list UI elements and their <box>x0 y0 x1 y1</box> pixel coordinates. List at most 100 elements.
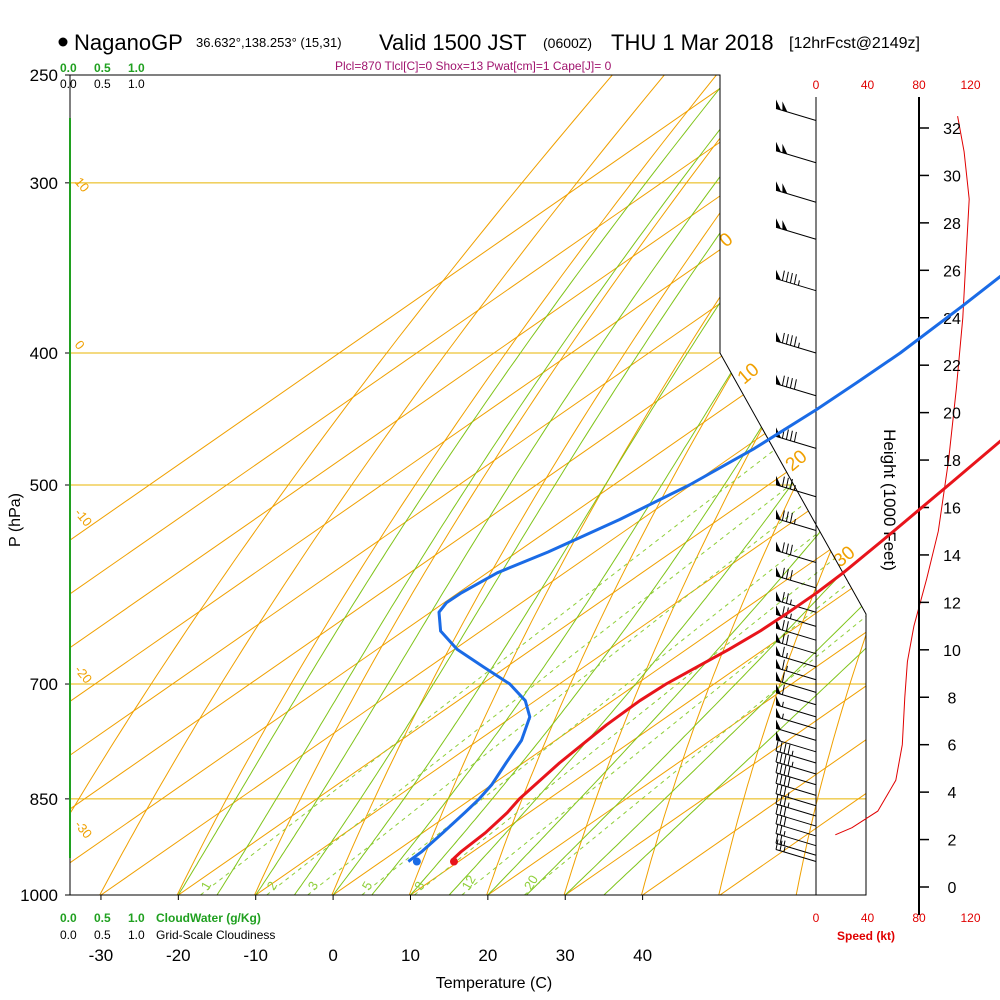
wind-barb-feather <box>783 796 787 807</box>
wind-barb-feather <box>781 476 785 487</box>
wind-barb-half-feather <box>797 342 800 348</box>
wind-barb-staff <box>775 575 817 589</box>
wind-barb-feather <box>775 773 779 784</box>
wind-barb-half-feather <box>793 485 796 491</box>
wind-barb-half-feather <box>797 280 800 286</box>
mixing-ratio-line <box>200 352 866 895</box>
wind-barb-feather <box>779 834 783 845</box>
wind-barb <box>775 773 817 796</box>
moist-adiabat-line <box>177 75 731 895</box>
wind-barb-staff <box>775 641 817 655</box>
cloudwater-tick-1-bottom: 0.5 <box>94 911 111 925</box>
header: NaganoGP 36.632°,138.253° (15,31) Valid … <box>58 30 920 73</box>
dry-adiabat-line <box>795 75 866 895</box>
wind-barb-staff <box>775 679 817 693</box>
mixing-ratio-line <box>461 352 866 895</box>
temperature-tick-label: 40 <box>633 946 652 965</box>
wind-barb-pennant <box>776 658 781 670</box>
wind-barb-staff <box>775 627 817 641</box>
wind-barb <box>775 218 817 240</box>
dry-adiabat-label: -20 <box>72 662 96 686</box>
wind-barb <box>775 793 817 817</box>
wind-barb-staff <box>775 340 817 354</box>
wind-barb-half-feather <box>783 830 786 837</box>
wind-barb-feather <box>789 335 793 346</box>
wind-barb <box>775 719 817 741</box>
cloudwater-tick-2-top: 1.0 <box>128 61 145 75</box>
wind-barb <box>775 632 817 655</box>
mixing-ratio-label: 12 <box>459 872 479 892</box>
wind-barb-feather <box>793 379 797 390</box>
wind-barb-staff <box>775 550 817 563</box>
moist-adiabat-line <box>448 75 866 895</box>
wind-barb <box>775 141 817 164</box>
wind-barb-pennant <box>776 332 781 343</box>
wind-barb-feather <box>775 803 779 815</box>
height-tick-label: 14 <box>943 548 961 565</box>
wind-barb-feather <box>779 824 783 835</box>
wind-barb-pennant <box>776 269 781 281</box>
wind-barb-staff <box>775 727 817 741</box>
wind-barb-staff <box>775 435 817 449</box>
wind-barb-pennant <box>782 220 788 231</box>
wind-barb-pennant <box>776 218 781 229</box>
cloudiness-tick-2-top: 1.0 <box>128 77 145 91</box>
wind-barb-pennant <box>776 509 781 520</box>
isotherm-line <box>332 75 866 895</box>
wind-barb-feather <box>785 334 789 345</box>
mixing-ratio-label: 1 <box>198 879 215 893</box>
temperature-line <box>452 439 1000 862</box>
wind-barb-half-feather <box>781 713 784 719</box>
moist-adiabat-line <box>255 75 797 895</box>
mixing-ratio-line <box>266 352 866 895</box>
mixing-ratio-label: 20 <box>521 872 541 892</box>
wind-barb-pennant <box>776 99 781 110</box>
cloudwater-tick-0-bottom: 0.0 <box>60 911 77 925</box>
wind-barb-feather <box>783 786 787 797</box>
forecast-label: [12hrFcst@2149z] <box>789 35 920 52</box>
temperature-tick-label: -20 <box>166 946 191 965</box>
wind-barb <box>775 730 817 753</box>
cloudwater-tick-1-top: 0.5 <box>94 61 111 75</box>
wind-barb-feather <box>785 511 789 522</box>
wind-barb-feather <box>779 815 783 826</box>
wind-barb-feather <box>775 793 779 805</box>
wind-barb <box>775 813 817 837</box>
wind-barb-half-feather <box>789 599 792 605</box>
wind-barb-pennant <box>776 605 781 616</box>
wind-barb-feather <box>781 646 785 657</box>
wind-barb-feather <box>783 743 787 754</box>
mixing-ratio-label: 5 <box>359 879 376 893</box>
wind-barb-feather <box>785 634 789 645</box>
mixing-ratio-line <box>524 352 866 895</box>
wind-barb-feather <box>785 429 789 440</box>
wind-barb-staff <box>775 226 817 240</box>
wind-barb-feather <box>785 376 789 388</box>
cloudiness-label: Grid-Scale Cloudiness <box>156 928 275 942</box>
utc-time: (0600Z) <box>543 35 592 51</box>
wind-barb-feather <box>779 763 783 775</box>
wind-barb-staff <box>775 518 817 532</box>
wind-barb-staff <box>775 833 817 847</box>
wind-barb-feather <box>783 765 787 776</box>
speed-tick-label-bottom: 0 <box>813 911 820 925</box>
wind-barb <box>775 695 817 718</box>
wind-barb-staff <box>775 803 817 817</box>
wind-barb-half-feather <box>789 613 792 619</box>
height-tick-label: 28 <box>943 216 961 233</box>
height-tick-label: 26 <box>943 263 961 280</box>
wind-barb-staff <box>775 772 817 786</box>
surface-dewpoint-dot <box>412 857 421 866</box>
wind-speed-line <box>835 116 970 836</box>
height-axis-title: Height (1000 Feet) <box>880 429 899 571</box>
cloudwater-tick-0-top: 0.0 <box>60 61 77 75</box>
wind-barb <box>775 803 817 827</box>
isotherm-line <box>70 75 866 895</box>
wind-barb <box>775 509 817 532</box>
wind-barb-feather <box>787 744 791 755</box>
wind-barb-feather <box>793 274 797 285</box>
wind-barb <box>775 332 817 354</box>
wind-barb <box>775 181 817 203</box>
speed-tick-label-bottom: 120 <box>960 911 980 925</box>
